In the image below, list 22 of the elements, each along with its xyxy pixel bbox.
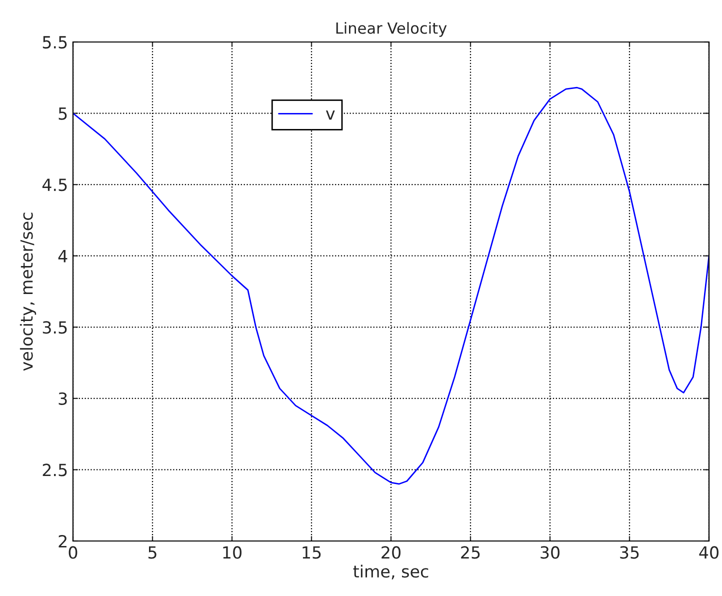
y-tick-label: 3	[58, 392, 67, 405]
x-tick-label: 25	[461, 546, 480, 559]
x-tick-label: 35	[620, 546, 639, 559]
y-tick-label: 4.5	[42, 178, 67, 192]
x-tick-label: 20	[382, 546, 400, 559]
x-tick-label: 5	[148, 546, 156, 559]
y-tick-label: 4	[58, 250, 68, 262]
x-tick-label: 0	[68, 546, 78, 559]
x-tick-label: 30	[540, 546, 560, 559]
x-axis-title: time, sec	[353, 564, 428, 580]
y-tick-label: 2.5	[42, 464, 67, 476]
x-tick-label: 10	[223, 546, 242, 559]
y-tick-label: 2	[58, 534, 66, 548]
x-tick-label: 15	[302, 546, 321, 559]
y-axis-title: velocity, meter/sec	[20, 212, 36, 371]
y-tick-label: 5	[58, 107, 67, 120]
line-series	[73, 86, 709, 485]
legend-label: v	[326, 110, 335, 120]
x-tick-label: 40	[699, 546, 718, 559]
y-tick-label: 3.5	[42, 321, 67, 334]
chart-title: Linear Velocity	[336, 22, 447, 37]
y-tick-label: 5.5	[42, 36, 67, 49]
